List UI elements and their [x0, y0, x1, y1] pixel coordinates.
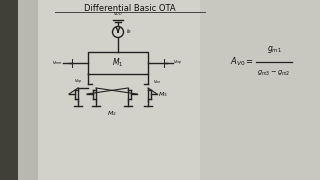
Bar — [18, 0, 38, 180]
Text: $M_3$: $M_3$ — [158, 91, 168, 100]
Text: $A_{V0}=$: $A_{V0}=$ — [230, 56, 254, 68]
Text: $v_{inm}$: $v_{inm}$ — [52, 59, 63, 67]
Text: $M_1$: $M_1$ — [112, 57, 124, 69]
Text: $v_{op}$: $v_{op}$ — [74, 77, 83, 87]
Text: $v_{on}$: $v_{on}$ — [153, 78, 162, 86]
Text: Differential Basic OTA: Differential Basic OTA — [84, 3, 176, 12]
Text: $v_{DD}$: $v_{DD}$ — [113, 10, 123, 18]
Bar — [38, 0, 320, 180]
Bar — [200, 0, 320, 180]
Text: $g_{m3}-g_{m2}$: $g_{m3}-g_{m2}$ — [257, 69, 291, 78]
Text: $I_B$: $I_B$ — [126, 28, 132, 36]
Bar — [0, 0, 18, 180]
Text: $v_{inp}$: $v_{inp}$ — [173, 58, 183, 68]
Text: $M_2$: $M_2$ — [107, 109, 117, 118]
Text: $g_{m1}$: $g_{m1}$ — [267, 44, 282, 55]
